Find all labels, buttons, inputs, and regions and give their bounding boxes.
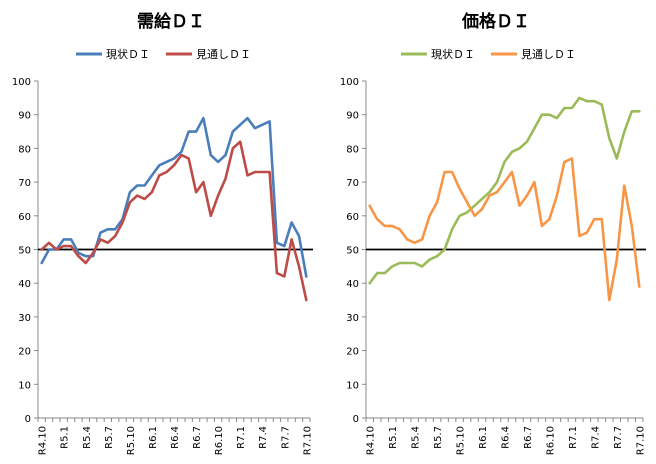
x-tick-label: R6.4 [501,426,512,449]
chart-price: 価格ＤＩ 現状ＤＩ 見通しＤＩ 0 10 20 30 40 50 60 70 80 90 100 R… [340,11,646,455]
y-tick-label: 30 [346,313,359,324]
y-tick-label: 40 [346,279,359,290]
y-tick-label: 70 [18,178,31,189]
y-tick-label: 40 [18,279,31,290]
y-tick-label: 20 [346,347,359,358]
x-tick-label: R7.7 [280,426,291,449]
y-tick-label: 30 [18,313,31,324]
y-axis: 0 10 20 30 40 50 60 70 80 90 100 [340,77,367,425]
x-tick-label: R7.4 [258,426,269,449]
x-tick-label: R4.10 [366,426,377,455]
x-axis: R4.10 R5.1 R5.4 R5.7 R5.10 R6.1 R6.4 R6.7 R6.10 R… [365,417,646,455]
x-tick-label: R4.10 [38,426,49,455]
legend: 現状ＤＩ 見通しＤＩ [76,47,251,61]
y-tick-label: 70 [346,178,359,189]
y-tick-label: 100 [340,77,359,88]
y-tick-label: 0 [353,414,359,425]
series-group [40,116,308,302]
legend: 現状ＤＩ 見通しＤＩ [401,47,576,61]
x-tick-label: R5.7 [104,426,115,449]
x-tick-label: R5.10 [456,426,467,455]
x-tick-label: R5.10 [126,426,137,455]
legend-label-outlook: 見通しＤＩ [196,48,251,61]
y-tick-label: 60 [346,212,359,223]
series-line-outlook [368,157,641,302]
y-tick-label: 90 [18,111,31,122]
x-tick-label: R7.10 [635,426,646,455]
legend-label-current: 現状ＤＩ [431,47,475,61]
y-tick-label: 60 [18,212,31,223]
chart-title: 需給ＤＩ [137,11,205,32]
x-tick-label: R6.10 [545,426,556,455]
series-group [368,96,641,302]
y-tick-label: 0 [25,414,31,425]
legend-label-outlook: 見通しＤＩ [521,48,576,61]
chart-title: 価格ＤＩ [461,11,530,32]
x-tick-label: R6.7 [523,426,534,449]
x-tick-label: R5.7 [433,426,444,449]
x-tick-label: R5.1 [60,426,71,449]
series-line-outlook [40,140,308,302]
x-tick-label: R5.1 [388,426,399,449]
y-tick-label: 50 [18,246,31,257]
y-tick-label: 10 [18,380,31,391]
y-tick-label: 10 [346,380,359,391]
x-tick-label: R6.10 [214,426,225,455]
x-axis: R4.10 R5.1 R5.4 R5.7 R5.10 R6.1 R6.4 R6.7 R6.10 R… [37,417,313,455]
series-line-current [40,116,308,278]
y-tick-label: 100 [12,77,31,88]
y-tick-label: 20 [18,347,31,358]
x-tick-label: R6.1 [148,426,159,449]
x-tick-label: R7.4 [590,426,601,449]
x-tick-label: R7.1 [236,426,247,449]
x-tick-label: R6.1 [478,426,489,449]
x-tick-label: R6.7 [192,426,203,449]
y-tick-label: 80 [18,144,31,155]
x-tick-label: R6.4 [170,426,181,449]
series-line-current [368,96,641,285]
y-tick-label: 50 [346,246,359,257]
y-tick-label: 90 [346,111,359,122]
legend-label-current: 現状ＤＩ [106,47,150,61]
x-tick-label: R7.1 [568,426,579,449]
x-tick-label: R5.4 [411,426,422,449]
x-tick-label: R7.10 [302,426,313,455]
y-axis: 0 10 20 30 40 50 60 70 80 90 100 [12,77,39,425]
x-tick-label: R5.4 [82,426,93,449]
chart-supply-demand: 需給ＤＩ 現状ＤＩ 見通しＤＩ 0 10 20 30 40 50 60 70 80 90 100 R… [12,11,313,455]
y-tick-label: 80 [346,144,359,155]
x-tick-label: R7.7 [613,426,624,449]
